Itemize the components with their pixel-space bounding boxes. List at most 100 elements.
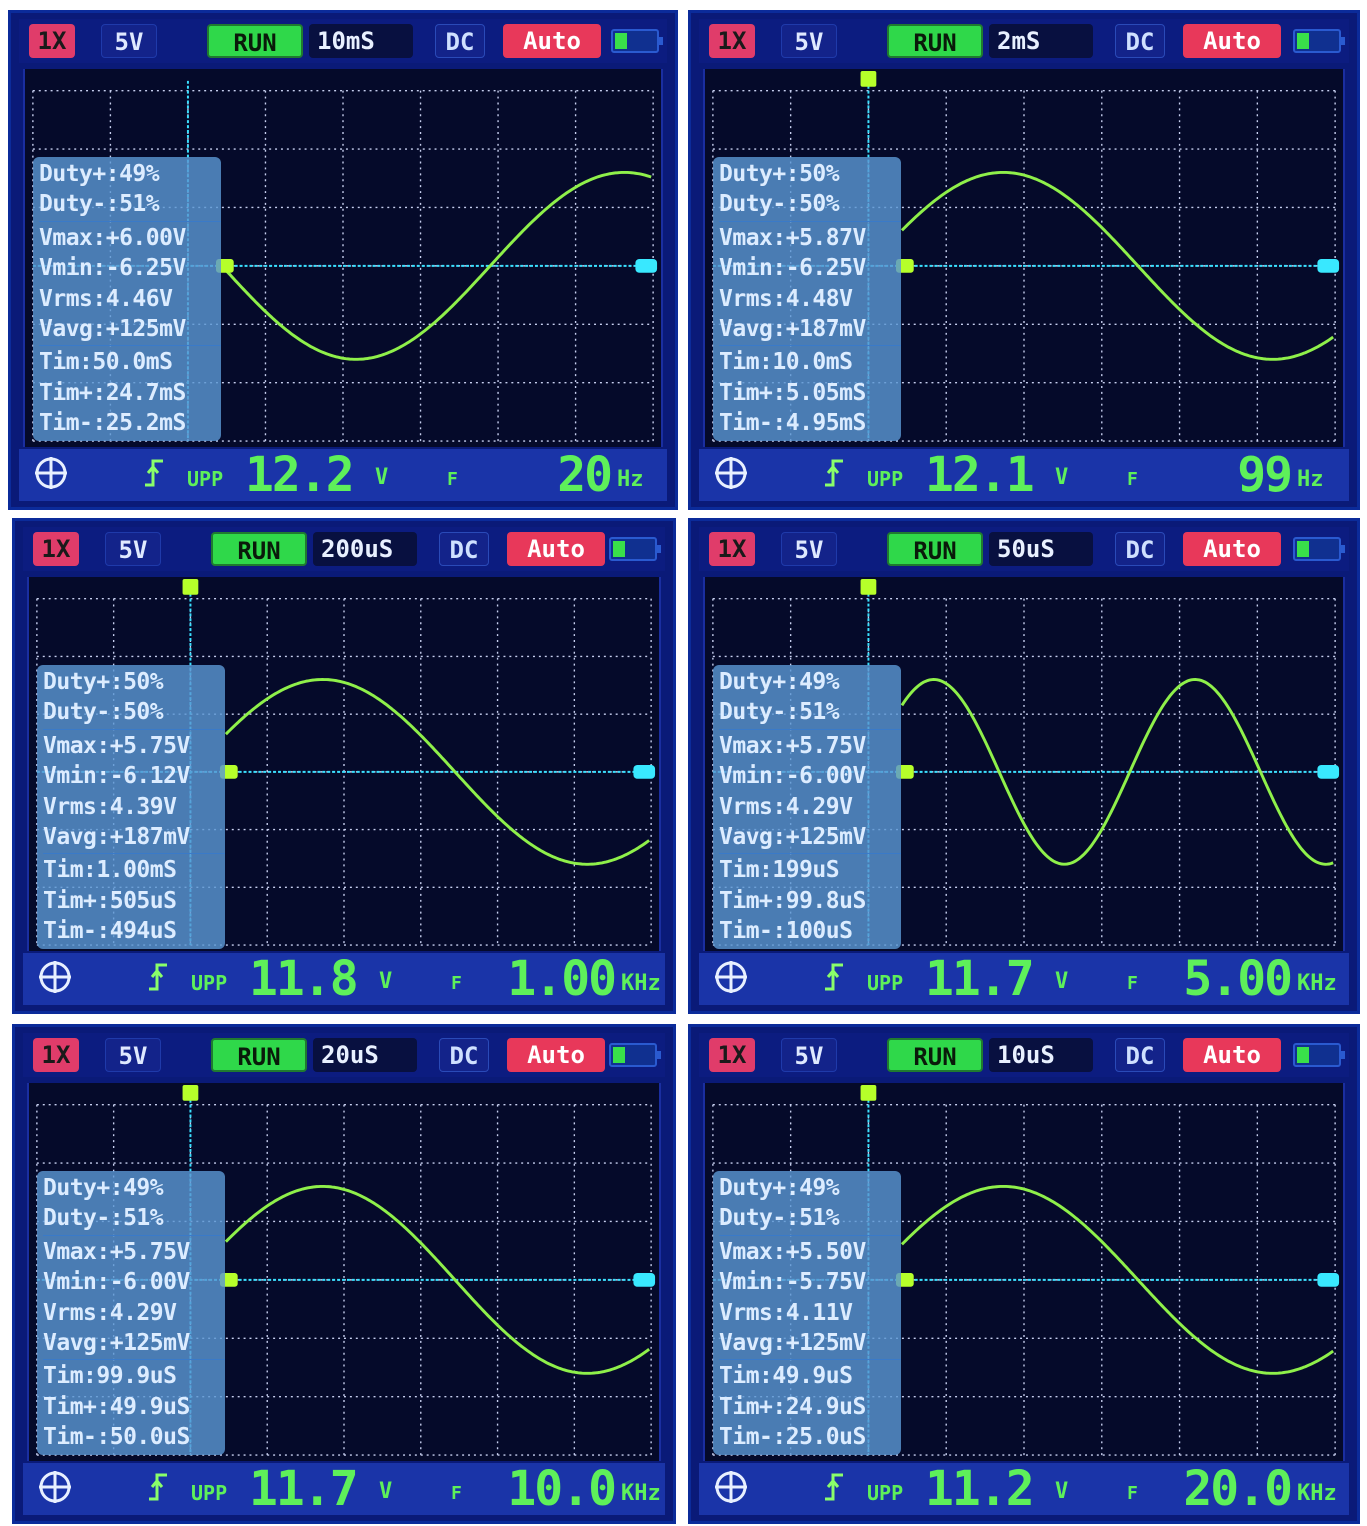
waveform-display[interactable]: Duty+:49% Duty-:51% Vmax:+6.00V Vmin:-6.25V…	[23, 69, 663, 447]
run-stop-button[interactable]: RUN	[887, 1038, 983, 1072]
volts-per-div-button[interactable]: 5V	[105, 1038, 161, 1072]
trigger-position-marker	[860, 1084, 877, 1101]
rising-edge-trigger-icon[interactable]	[823, 457, 845, 496]
volts-per-div-button[interactable]: 5V	[781, 532, 837, 566]
trigger-mode-button[interactable]: Auto	[1183, 1038, 1281, 1072]
volts-per-div-button[interactable]: 5V	[781, 24, 837, 58]
measurement-value: Tim:1.00mS	[43, 857, 177, 884]
run-stop-button[interactable]: RUN	[887, 532, 983, 566]
coupling-button[interactable]: DC	[435, 24, 485, 58]
oscilloscope-screen: 1X 5V RUN 20uS DC Auto Duty+:49% Duty-:51% Vmax:…	[12, 1024, 676, 1524]
time-per-div-button[interactable]: 10uS	[989, 1038, 1093, 1072]
peak-to-peak-unit: V	[1055, 465, 1069, 490]
rising-edge-trigger-icon[interactable]	[143, 457, 165, 496]
trigger-mode-button[interactable]: Auto	[507, 1038, 605, 1072]
oscilloscope-screen: 1X 5V RUN 10mS DC Auto Duty+:49% Duty-:51% Vmax:…	[8, 10, 678, 510]
volts-per-div-button[interactable]: 5V	[781, 1038, 837, 1072]
measurement-value: Vavg:+187mV	[719, 315, 866, 342]
trigger-mode-button[interactable]: Auto	[503, 24, 601, 58]
rising-edge-trigger-icon[interactable]	[823, 961, 845, 1000]
measurement-value: Tim+:49.9uS	[43, 1393, 190, 1420]
measurement-value: Vavg:+125mV	[43, 1329, 190, 1356]
time-per-div-button[interactable]: 200uS	[313, 532, 417, 566]
measurement-value: Tim:10.0mS	[719, 349, 853, 376]
top-status-bar: 1X 5V RUN 20uS DC Auto	[23, 1033, 665, 1077]
crosshair-target-icon[interactable]	[713, 455, 749, 491]
rising-edge-trigger-icon[interactable]	[147, 961, 169, 1000]
measurement-value: Vmax:+5.87V	[719, 224, 866, 251]
probe-multiplier-button[interactable]: 1X	[709, 1038, 755, 1072]
rising-edge-trigger-icon[interactable]	[147, 1471, 169, 1510]
bottom-readout-bar: UPP 11.7 V F 10.0 KHz	[23, 1461, 665, 1517]
waveform-display[interactable]: Duty+:49% Duty-:51% Vmax:+5.50V Vmin:-5.75V…	[703, 1083, 1345, 1461]
crosshair-target-icon[interactable]	[713, 1469, 749, 1505]
probe-multiplier-button[interactable]: 1X	[33, 1038, 79, 1072]
coupling-button[interactable]: DC	[1115, 24, 1165, 58]
measurement-value: Tim-:50.0uS	[43, 1424, 190, 1451]
rising-edge-trigger-icon[interactable]	[823, 1471, 845, 1510]
time-per-div-button[interactable]: 20uS	[313, 1038, 417, 1072]
waveform-display[interactable]: Duty+:50% Duty-:50% Vmax:+5.75V Vmin:-6.12V…	[27, 577, 661, 951]
measurement-panel: Duty+:49% Duty-:51% Vmax:+5.75V Vmin:-6.00V…	[37, 1171, 225, 1455]
trigger-mode-button[interactable]: Auto	[507, 532, 605, 566]
crosshair-target-icon[interactable]	[713, 959, 749, 995]
probe-multiplier-button[interactable]: 1X	[709, 24, 755, 58]
measurement-divider	[43, 1359, 225, 1361]
measurement-value: Vavg:+125mV	[39, 315, 186, 342]
crosshair-target-icon[interactable]	[37, 1469, 73, 1505]
peak-to-peak-value: 11.7	[925, 951, 1035, 1007]
waveform-display[interactable]: Duty+:49% Duty-:51% Vmax:+5.75V Vmin:-6.00V…	[703, 577, 1345, 951]
crosshair-target-icon[interactable]	[37, 959, 73, 995]
run-stop-button[interactable]: RUN	[887, 24, 983, 58]
measurement-panel: Duty+:49% Duty-:51% Vmax:+6.00V Vmin:-6.25V…	[33, 157, 221, 441]
time-per-div-button[interactable]: 10mS	[309, 24, 413, 58]
probe-multiplier-button[interactable]: 1X	[29, 24, 75, 58]
measurement-value: Duty-:50%	[43, 699, 164, 726]
measurement-value: Tim+:24.7mS	[39, 379, 186, 406]
measurement-divider	[43, 853, 225, 855]
oscilloscope-screen: 1X 5V RUN 10uS DC Auto Duty+:49% Duty-:51% Vmax:…	[688, 1024, 1360, 1524]
measurement-value: Vmin:-6.00V	[43, 1269, 190, 1296]
signal-trace	[900, 1184, 1335, 1375]
measurement-value: Vrms:4.29V	[43, 1299, 177, 1326]
time-per-div-button[interactable]: 2mS	[989, 24, 1093, 58]
frequency-unit: KHz	[1297, 1481, 1337, 1506]
probe-multiplier-button[interactable]: 1X	[709, 532, 755, 566]
measurement-divider	[719, 220, 901, 222]
measurement-value: Duty-:51%	[719, 699, 840, 726]
measurement-value: Vmax:+6.00V	[39, 224, 186, 251]
trigger-mode-button[interactable]: Auto	[1183, 24, 1281, 58]
run-stop-button[interactable]: RUN	[211, 1038, 307, 1072]
measurement-divider	[719, 853, 901, 855]
run-stop-button[interactable]: RUN	[207, 24, 303, 58]
trigger-mode-button[interactable]: Auto	[1183, 532, 1281, 566]
measurement-value: Duty+:50%	[43, 669, 164, 695]
volts-per-div-button[interactable]: 5V	[105, 532, 161, 566]
trigger-position-marker	[182, 578, 199, 595]
peak-to-peak-value: 11.2	[925, 1461, 1035, 1517]
volts-per-div-button[interactable]: 5V	[101, 24, 157, 58]
coupling-button[interactable]: DC	[1115, 532, 1165, 566]
measurement-divider	[43, 728, 225, 730]
measurement-value: Tim:49.9uS	[719, 1363, 853, 1390]
time-per-div-button[interactable]: 50uS	[989, 532, 1093, 566]
run-stop-button[interactable]: RUN	[211, 532, 307, 566]
measurement-value: Tim-:4.95mS	[719, 410, 866, 437]
coupling-button[interactable]: DC	[439, 532, 489, 566]
crosshair-target-icon[interactable]	[33, 455, 69, 491]
measurement-value: Vmax:+5.75V	[719, 732, 866, 759]
measurement-value: Tim:50.0mS	[39, 349, 173, 376]
waveform-display[interactable]: Duty+:50% Duty-:50% Vmax:+5.87V Vmin:-6.25V…	[703, 69, 1345, 447]
measurement-divider	[39, 220, 221, 222]
probe-multiplier-button[interactable]: 1X	[33, 532, 79, 566]
measurement-value: Vmax:+5.75V	[43, 732, 190, 759]
coupling-button[interactable]: DC	[439, 1038, 489, 1072]
measurement-value: Tim:199uS	[719, 857, 840, 884]
signal-trace	[224, 1184, 651, 1375]
upp-label: UPP	[187, 467, 224, 491]
coupling-button[interactable]: DC	[1115, 1038, 1165, 1072]
waveform-display[interactable]: Duty+:49% Duty-:51% Vmax:+5.75V Vmin:-6.00V…	[27, 1083, 661, 1461]
peak-to-peak-value: 11.8	[249, 951, 359, 1007]
measurement-value: Vmin:-5.75V	[719, 1269, 866, 1296]
measurement-value: Duty+:50%	[719, 161, 840, 187]
